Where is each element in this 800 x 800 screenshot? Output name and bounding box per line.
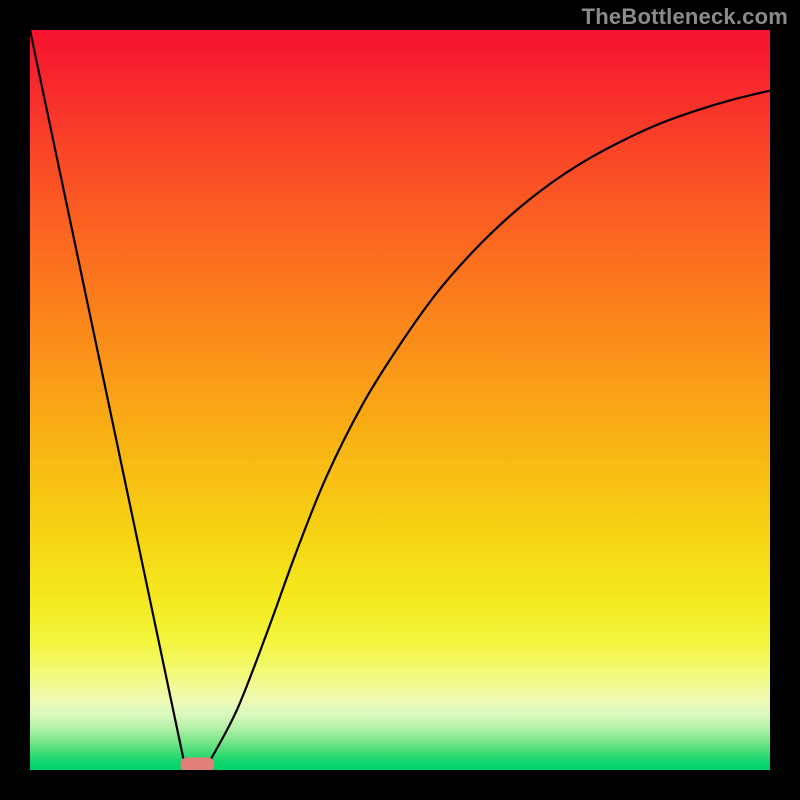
watermark-text: TheBottleneck.com [582, 4, 788, 30]
optimum-marker [181, 757, 214, 772]
chart-container: { "watermark": { "text": "TheBottleneck.… [0, 0, 800, 800]
bottleneck-chart [0, 0, 800, 800]
chart-plot-background [30, 30, 770, 770]
